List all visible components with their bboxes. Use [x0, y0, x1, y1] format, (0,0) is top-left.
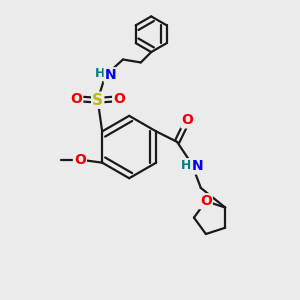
Text: H: H: [94, 67, 105, 80]
Text: S: S: [92, 93, 103, 108]
Text: O: O: [74, 153, 86, 167]
Text: O: O: [113, 92, 125, 106]
Text: N: N: [105, 68, 116, 82]
Text: H: H: [182, 159, 192, 172]
Text: O: O: [182, 113, 194, 128]
Text: O: O: [200, 194, 212, 208]
Text: O: O: [70, 92, 82, 106]
Text: N: N: [191, 160, 203, 173]
